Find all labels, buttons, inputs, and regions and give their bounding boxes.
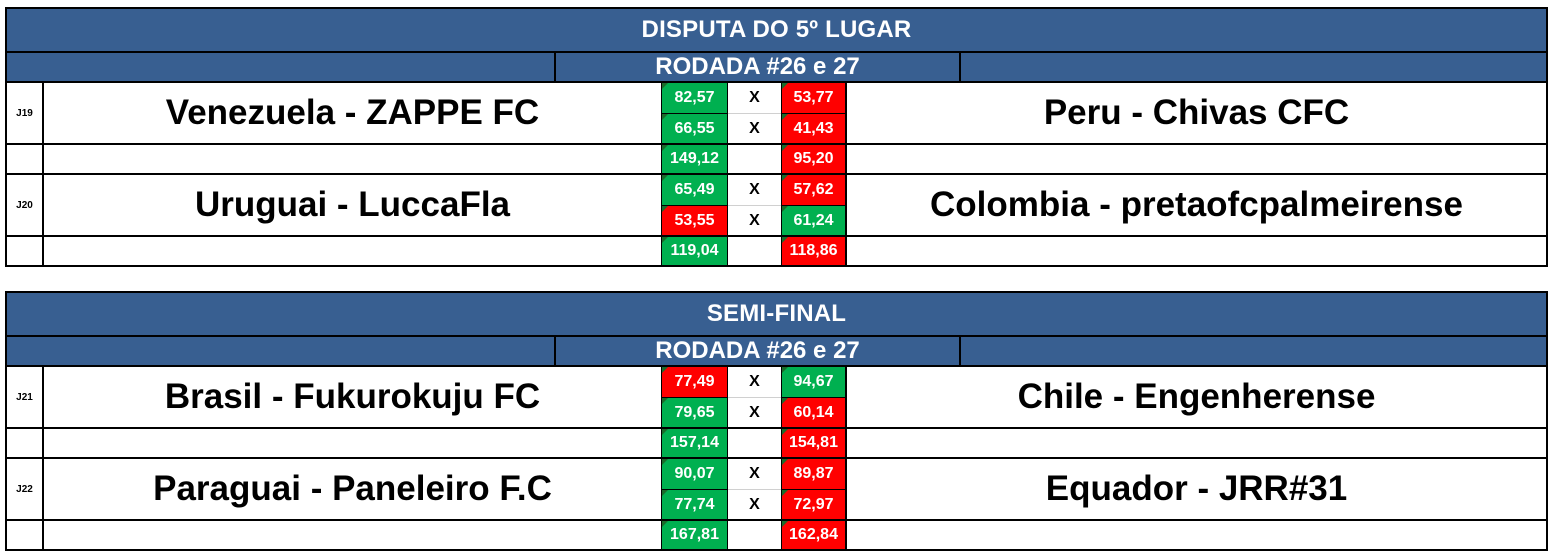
away-score-leg1: 57,62	[781, 175, 846, 205]
section-title: SEMI-FINAL	[7, 293, 1546, 337]
home-score-leg2: 53,55	[661, 205, 728, 235]
match-row: J19 Venezuela - ZAPPE FC 82,57 X 53,77 6…	[7, 83, 1546, 173]
versus-separator: X	[728, 489, 781, 519]
versus-separator: X	[749, 181, 760, 198]
total-separator-blank	[728, 427, 781, 457]
round-header-left-blank	[7, 53, 556, 81]
away-score-leg1: 89,87	[781, 459, 846, 489]
away-total-score: 162,84	[781, 519, 846, 549]
away-team: Chile - Engenherense	[846, 367, 1546, 427]
match-id-blank	[7, 143, 44, 173]
home-total-blank	[44, 519, 661, 549]
versus-separator: X	[749, 373, 760, 390]
match-id-blank	[7, 235, 44, 265]
round-label: RODADA #26 e 27	[556, 337, 961, 365]
home-score-leg2: 66,55	[661, 113, 728, 143]
versus-separator: X	[749, 465, 760, 482]
home-score-leg1: 65,49	[661, 175, 728, 205]
home-total-score: 157,14	[661, 427, 728, 457]
match-id: J20	[7, 175, 44, 235]
match-id: J21	[7, 367, 44, 427]
versus-separator: X	[728, 113, 781, 143]
home-total-score: 167,81	[661, 519, 728, 549]
home-total-blank	[44, 143, 661, 173]
away-team: Colombia - pretaofcpalmeirense	[846, 175, 1546, 235]
match-row: J20 Uruguai - LuccaFla 65,49 X 57,62 53,…	[7, 173, 1546, 265]
home-team: Uruguai - LuccaFla	[194, 185, 511, 224]
away-total-score: 118,86	[781, 235, 846, 265]
round-label: RODADA #26 e 27	[556, 53, 961, 81]
away-score-leg2: 60,14	[781, 397, 846, 427]
versus-separator: X	[749, 89, 760, 106]
match-id-blank	[7, 519, 44, 549]
total-separator-blank	[728, 519, 781, 549]
match-row: J21 Brasil - Fukurokuju FC 77,49 X 94,67…	[7, 367, 1546, 457]
match-id-blank	[7, 427, 44, 457]
away-score-leg2: 61,24	[781, 205, 846, 235]
home-total-score: 119,04	[661, 235, 728, 265]
away-team: Equador - JRR#31	[846, 459, 1546, 519]
home-score-leg1: 77,49	[661, 367, 728, 397]
away-team: Peru - Chivas CFC	[846, 83, 1546, 143]
away-total-blank	[846, 519, 1546, 549]
away-score-leg1: 53,77	[781, 83, 846, 113]
versus-separator: X	[728, 205, 781, 235]
total-separator-blank	[728, 143, 781, 173]
away-score-leg1: 94,67	[781, 367, 846, 397]
home-team: Paraguai - Paneleiro F.C	[153, 469, 552, 508]
away-total-score: 95,20	[781, 143, 846, 173]
round-header-right-blank	[961, 337, 1546, 365]
home-team: Venezuela - ZAPPE FC	[165, 93, 540, 132]
round-header-left-blank	[7, 337, 556, 365]
home-score-leg1: 90,07	[661, 459, 728, 489]
total-separator-blank	[728, 235, 781, 265]
match-row: J22 Paraguai - Paneleiro F.C 90,07 X 89,…	[7, 457, 1546, 549]
section-semifinal-table: SEMI-FINAL RODADA #26 e 27 J21 Brasil - …	[5, 291, 1548, 551]
versus-separator: X	[728, 397, 781, 427]
round-header: RODADA #26 e 27	[7, 53, 1546, 83]
home-score-leg1: 82,57	[661, 83, 728, 113]
away-total-blank	[846, 235, 1546, 265]
round-header-right-blank	[961, 53, 1546, 81]
home-team: Brasil - Fukurokuju FC	[164, 377, 541, 416]
away-total-score: 154,81	[781, 427, 846, 457]
home-total-blank	[44, 235, 661, 265]
round-header: RODADA #26 e 27	[7, 337, 1546, 367]
match-id: J19	[7, 83, 44, 143]
section-title: DISPUTA DO 5º LUGAR	[7, 9, 1546, 53]
away-total-blank	[846, 143, 1546, 173]
home-score-leg2: 77,74	[661, 489, 728, 519]
home-total-blank	[44, 427, 661, 457]
away-score-leg2: 41,43	[781, 113, 846, 143]
match-id: J22	[7, 459, 44, 519]
away-score-leg2: 72,97	[781, 489, 846, 519]
away-total-blank	[846, 427, 1546, 457]
home-total-score: 149,12	[661, 143, 728, 173]
home-score-leg2: 79,65	[661, 397, 728, 427]
section-5th-place-table: DISPUTA DO 5º LUGAR RODADA #26 e 27 J19 …	[5, 7, 1548, 267]
